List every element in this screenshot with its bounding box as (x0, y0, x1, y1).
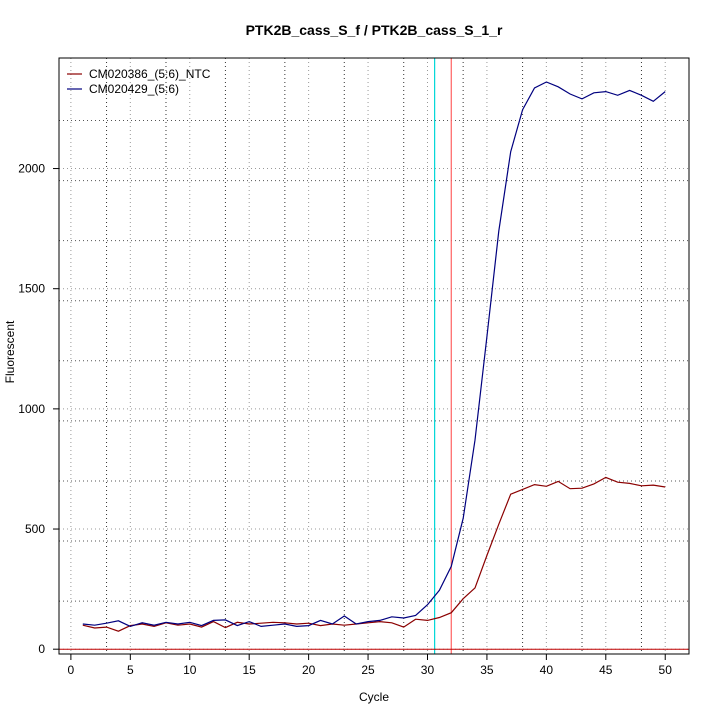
chart-title: PTK2B_cass_S_f / PTK2B_cass_S_1_r (246, 22, 503, 38)
legend-entry-1: CM020386_(5:6)_NTC (89, 67, 211, 81)
x-tick-label: 35 (480, 663, 494, 677)
x-tick-label: 40 (540, 663, 554, 677)
threshold-lines (59, 58, 689, 654)
x-tick-label: 25 (361, 663, 375, 677)
x-tick-label: 45 (599, 663, 613, 677)
x-tick-label: 15 (243, 663, 257, 677)
y-tick-label: 1500 (18, 282, 45, 296)
y-tick-label: 1000 (18, 402, 45, 416)
grid-lines (59, 58, 689, 654)
x-axis-label: Cycle (359, 690, 389, 704)
x-tick-label: 5 (127, 663, 134, 677)
x-tick-label: 30 (421, 663, 435, 677)
series-line-1 (82, 476, 666, 632)
y-axis-label: Fluorescent (3, 320, 17, 383)
legend-entry-2: CM020429_(5:6) (89, 82, 179, 96)
x-tick-label: 20 (302, 663, 316, 677)
y-tick-label: 0 (38, 642, 45, 656)
plot-frame (58, 57, 690, 655)
x-tick-label: 0 (68, 663, 75, 677)
y-tick-label: 2000 (18, 162, 45, 176)
x-tick-label: 50 (659, 663, 673, 677)
series-line-2 (82, 81, 666, 628)
series-layer (82, 81, 666, 632)
x-tick-label: 10 (183, 663, 197, 677)
y-tick-label: 500 (25, 522, 45, 536)
